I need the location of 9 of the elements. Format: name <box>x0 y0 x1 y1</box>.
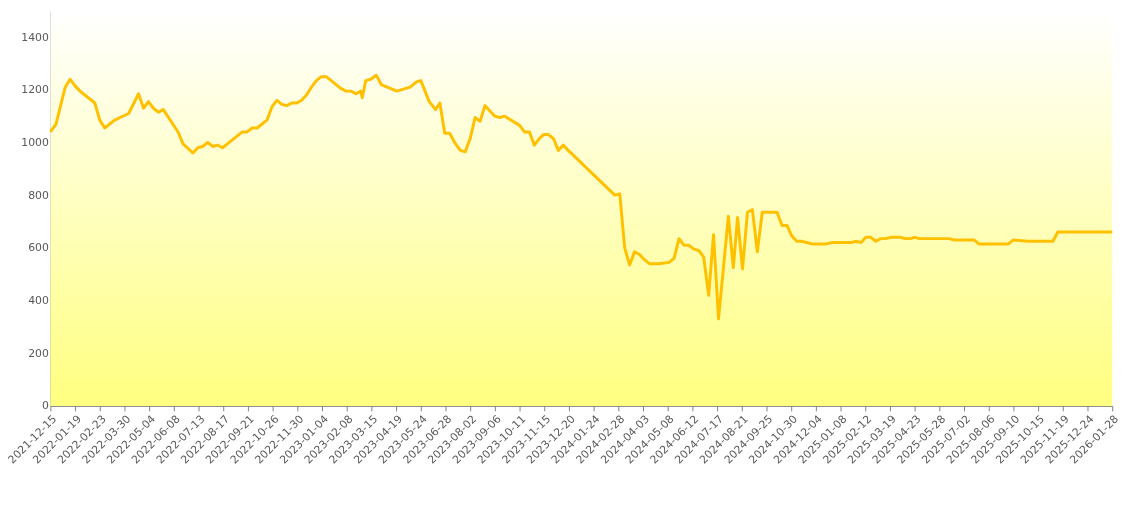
y-tick-label: 1200 <box>21 83 49 97</box>
y-tick-label: 200 <box>28 346 49 360</box>
y-tick-label: 1000 <box>21 135 49 149</box>
y-tick-label: 800 <box>28 188 49 202</box>
y-tick-label: 400 <box>28 294 49 307</box>
y-tick-label: 600 <box>28 241 49 255</box>
line-series <box>48 73 1114 321</box>
y-tick-label: 1400 <box>21 30 49 44</box>
y-tick-label: 0 <box>41 399 49 413</box>
